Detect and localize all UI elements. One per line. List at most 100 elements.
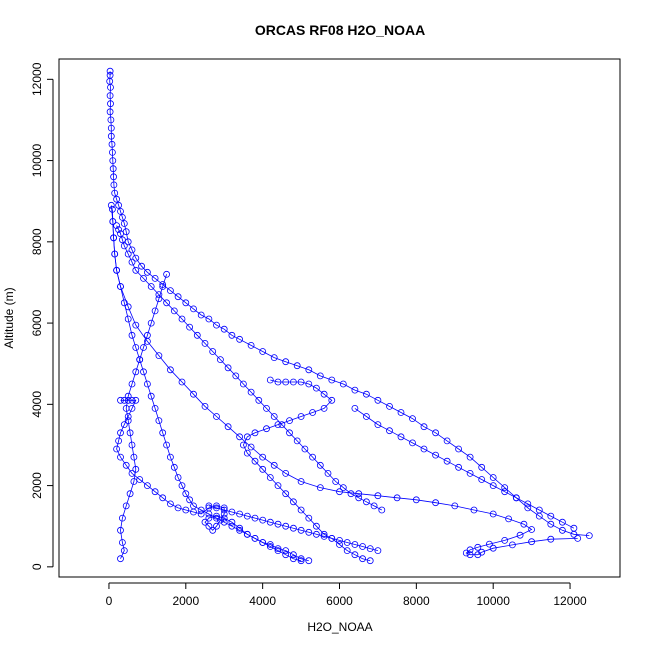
data-point bbox=[228, 508, 236, 516]
data-point bbox=[228, 522, 236, 530]
data-point bbox=[451, 502, 459, 510]
data-point bbox=[151, 488, 159, 496]
data-point bbox=[111, 189, 119, 197]
data-point bbox=[328, 396, 336, 404]
data-point bbox=[351, 404, 359, 412]
data-point bbox=[470, 506, 478, 514]
data-point bbox=[193, 331, 201, 339]
data-point bbox=[535, 506, 543, 514]
y-tick-label: 8000 bbox=[30, 228, 44, 255]
data-point bbox=[501, 488, 509, 496]
data-point bbox=[140, 274, 147, 282]
data-point bbox=[124, 315, 132, 323]
data-point bbox=[213, 413, 220, 420]
data-point bbox=[297, 378, 305, 386]
data-point bbox=[247, 443, 255, 451]
data-point bbox=[113, 445, 120, 453]
chart-title: ORCAS RF08 H2O_NOAA bbox=[255, 22, 425, 38]
data-point bbox=[478, 476, 486, 483]
data-point bbox=[397, 409, 405, 416]
series-line bbox=[354, 408, 575, 529]
data-point bbox=[205, 504, 213, 512]
data-point bbox=[119, 514, 126, 522]
data-point bbox=[213, 504, 220, 512]
data-point bbox=[197, 510, 205, 518]
data-point bbox=[124, 392, 132, 400]
y-tick-label: 12000 bbox=[30, 62, 44, 96]
data-point bbox=[474, 551, 482, 559]
data-point bbox=[110, 181, 118, 189]
series-line bbox=[116, 399, 309, 562]
data-point bbox=[117, 526, 124, 534]
data-point bbox=[266, 541, 274, 548]
data-point bbox=[117, 283, 124, 290]
data-point bbox=[151, 404, 159, 412]
data-point bbox=[489, 482, 497, 490]
data-point bbox=[205, 514, 213, 522]
data-point bbox=[332, 478, 340, 485]
data-point bbox=[339, 380, 347, 388]
data-point bbox=[243, 449, 251, 457]
y-tick-label: 10000 bbox=[30, 144, 44, 178]
data-point bbox=[289, 378, 297, 386]
data-point bbox=[109, 205, 116, 213]
data-point bbox=[366, 557, 374, 565]
data-point bbox=[209, 348, 217, 355]
series-line bbox=[112, 209, 578, 556]
data-point bbox=[289, 498, 297, 506]
data-point bbox=[263, 404, 270, 412]
data-point bbox=[443, 437, 451, 445]
data-point bbox=[239, 380, 247, 388]
data-point bbox=[524, 500, 532, 508]
data-point bbox=[489, 510, 497, 518]
data-point bbox=[136, 476, 144, 483]
data-point bbox=[274, 482, 282, 490]
data-point bbox=[343, 539, 351, 546]
data-point bbox=[122, 502, 130, 510]
data-point bbox=[362, 390, 370, 398]
data-point bbox=[328, 376, 336, 384]
data-point bbox=[282, 358, 290, 366]
data-point bbox=[286, 417, 293, 425]
data-point bbox=[297, 526, 305, 534]
data-point bbox=[128, 441, 136, 449]
data-point bbox=[274, 520, 282, 528]
data-point bbox=[343, 547, 351, 554]
data-point bbox=[107, 84, 114, 91]
data-point bbox=[155, 295, 163, 303]
data-point bbox=[528, 538, 535, 546]
data-point bbox=[126, 490, 134, 498]
data-point bbox=[466, 551, 474, 559]
data-point bbox=[316, 461, 324, 469]
data-point bbox=[282, 490, 290, 498]
data-series bbox=[351, 404, 578, 532]
data-point bbox=[320, 404, 328, 412]
data-point bbox=[547, 535, 555, 543]
data-point bbox=[355, 490, 363, 498]
x-tick-label: 10000 bbox=[477, 594, 511, 608]
data-point bbox=[216, 516, 224, 524]
data-point bbox=[110, 234, 117, 242]
data-point bbox=[163, 441, 171, 449]
data-point bbox=[420, 445, 428, 453]
data-point bbox=[505, 515, 513, 523]
data-point bbox=[266, 518, 274, 526]
data-point bbox=[274, 421, 282, 429]
data-point bbox=[316, 484, 324, 492]
data-point bbox=[509, 541, 516, 549]
data-point bbox=[178, 378, 186, 386]
data-point bbox=[228, 518, 236, 526]
data-point bbox=[289, 551, 297, 559]
data-point bbox=[243, 530, 251, 538]
data-point bbox=[512, 494, 520, 502]
data-point bbox=[301, 445, 309, 453]
data-point bbox=[120, 299, 128, 307]
data-point bbox=[106, 108, 114, 116]
data-point bbox=[409, 439, 416, 447]
data-point bbox=[274, 547, 282, 554]
series-line bbox=[242, 379, 371, 562]
data-point bbox=[455, 463, 463, 471]
data-point bbox=[159, 283, 167, 290]
x-tick-label: 2000 bbox=[172, 594, 199, 608]
data-point bbox=[282, 469, 290, 477]
